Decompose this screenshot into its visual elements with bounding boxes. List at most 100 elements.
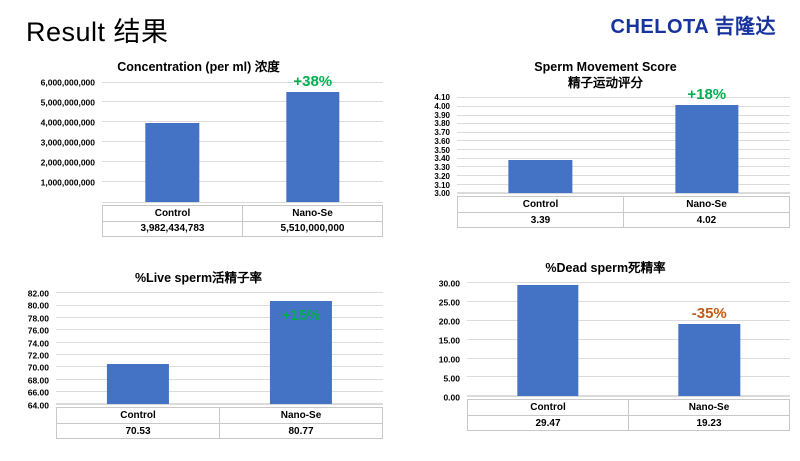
- table-wrap: Control Nano-Se 3,982,434,783 5,510,000,000: [14, 204, 383, 237]
- table-value-cell: 3.39: [530, 214, 551, 226]
- gridline: [56, 341, 383, 343]
- y-tick-label: 4.00: [434, 101, 450, 111]
- y-tick-label: 66.00: [27, 387, 49, 398]
- y-tick-label: 78.00: [27, 312, 49, 323]
- y-tick-label: 6,000,000,000: [40, 77, 95, 88]
- gridline: [457, 149, 790, 151]
- y-tick-label: 25.00: [438, 297, 460, 307]
- gridline: [457, 157, 790, 159]
- company-logo: CHELOTA 吉隆达: [610, 16, 776, 38]
- table-value-row: 29.47 19.23: [468, 415, 789, 431]
- chart-table: Control Nano-Se 3,982,434,783 5,510,000,000: [102, 204, 383, 237]
- bar-nano-se: [678, 323, 740, 397]
- gridline: [56, 403, 383, 405]
- table-header-cell: Nano-Se: [219, 408, 382, 424]
- table-value-cell: 3,982,434,783: [140, 223, 205, 235]
- gridline: [457, 166, 790, 168]
- bar-nano-se: [675, 105, 739, 194]
- gridline: [56, 390, 383, 392]
- table-value-row: 3.39 4.02: [458, 212, 789, 228]
- y-tick-label: 20.00: [438, 316, 460, 327]
- gridline: [457, 131, 790, 133]
- gridline: [56, 304, 383, 306]
- y-tick-label: 5,000,000,000: [40, 97, 95, 108]
- bar-control: [145, 122, 199, 202]
- y-tick-label: 3.60: [434, 136, 450, 146]
- y-tick-label: 15.00: [438, 335, 460, 345]
- y-tick-label: 3.30: [434, 163, 450, 173]
- y-tick-label: 0.00: [443, 392, 460, 402]
- delta-label: +15%: [281, 306, 321, 324]
- gridline: [457, 97, 790, 99]
- table-header-row: Control Nano-Se: [458, 197, 789, 213]
- gridline: [467, 282, 790, 284]
- y-tick-label: 3.40: [434, 154, 450, 164]
- y-tick-label: 68.00: [27, 375, 49, 386]
- chart-title: %Live sperm活精子率: [134, 270, 263, 285]
- gridline: [56, 378, 383, 380]
- table-wrap: Control Nano-Se 3.39 4.02: [421, 196, 790, 229]
- table-wrap: Control Nano-Se 70.53 80.77: [14, 407, 383, 440]
- chart-title: %Dead sperm死精率: [545, 260, 666, 275]
- table-value-cell: 4.02: [623, 213, 789, 228]
- y-tick-label: 76.00: [27, 325, 49, 336]
- chart-body: 6,000,000,000 5,000,000,000 4,000,000,000 3…: [14, 74, 383, 203]
- y-axis: 6,000,000,000 5,000,000,000 4,000,000,000 3…: [14, 78, 102, 203]
- y-tick-label: 10.00: [438, 354, 460, 365]
- gridline: [457, 123, 790, 125]
- axis-spacer: [421, 399, 467, 431]
- table-header-cell: Nano-Se: [628, 400, 789, 416]
- gridline: [467, 319, 790, 321]
- table-header-row: Control Nano-Se: [468, 400, 789, 416]
- bar-nano-se: [286, 92, 340, 202]
- y-tick-label: 64.00: [27, 400, 49, 410]
- y-tick-label: 74.00: [27, 337, 49, 348]
- y-tick-label: 3.80: [434, 119, 450, 129]
- y-tick-label: 3.10: [434, 180, 450, 190]
- gridline: [467, 301, 790, 303]
- table-header-row: Control Nano-Se: [103, 205, 382, 221]
- gridline: [102, 121, 383, 123]
- gridline: [457, 114, 790, 116]
- chart-concentration: Concentration (per ml) 浓度 6,000,000,000 5…: [14, 60, 383, 237]
- table-value-cell: 29.47: [535, 417, 561, 429]
- plot-area: +38%: [102, 74, 383, 203]
- gridline: [457, 183, 790, 185]
- table-value-cell: 80.77: [219, 424, 382, 439]
- y-axis: 82.00 80.00 78.00 76.00 74.00 72.00 70.00 68.00…: [14, 289, 56, 409]
- chart-subtitle: 精子运动评分: [567, 75, 643, 90]
- y-tick-label: 72.00: [27, 350, 49, 361]
- gridline: [467, 357, 790, 359]
- table-value-row: 70.53 80.77: [57, 423, 382, 439]
- delta-label: +38%: [293, 73, 333, 91]
- y-tick-label: 3.20: [434, 171, 450, 181]
- gridline: [56, 292, 383, 294]
- gridline: [457, 192, 790, 194]
- table-value-row: 3,982,434,783 5,510,000,000: [103, 220, 382, 236]
- bar-nano-se: [270, 300, 333, 405]
- axis-spacer: [421, 196, 457, 228]
- table-header-cell: Control: [530, 402, 566, 414]
- chart-live-sperm: %Live sperm活精子率 82.00 80.00 78.00 76.00 74.0…: [14, 257, 383, 440]
- chart-table: Control Nano-Se 3.39 4.02: [457, 196, 790, 229]
- gridline: [102, 180, 383, 182]
- table-header-cell: Control: [522, 199, 559, 211]
- axis-spacer: [14, 407, 56, 439]
- gridline: [467, 376, 790, 378]
- charts-grid: Concentration (per ml) 浓度 6,000,000,000 5…: [14, 60, 790, 440]
- table-value-cell: 19.23: [628, 416, 789, 431]
- chart-body: 82.00 80.00 78.00 76.00 74.00 72.00 70.00 68.00…: [14, 289, 383, 409]
- y-tick-label: 70.00: [27, 362, 49, 373]
- plot-area: +18%: [457, 87, 790, 195]
- chart-body: 4.10 4.00 3.90 3.80 3.70 3.60 3.50 3.40 3.30 3.20…: [421, 87, 790, 198]
- plot-area: +15%: [56, 292, 383, 406]
- table-header-cell: Nano-Se: [623, 197, 789, 213]
- gridline: [102, 101, 383, 103]
- y-tick-label: 80.00: [27, 300, 49, 311]
- y-tick-label: 4,000,000,000: [40, 117, 95, 128]
- table-header-cell: Nano-Se: [242, 205, 382, 221]
- table-header-cell: Control: [154, 207, 191, 219]
- y-axis: 4.10 4.00 3.90 3.80 3.70 3.60 3.50 3.40 3.30 3.20…: [421, 94, 457, 198]
- delta-label: +18%: [687, 86, 727, 104]
- y-tick-label: 4.10: [434, 93, 450, 103]
